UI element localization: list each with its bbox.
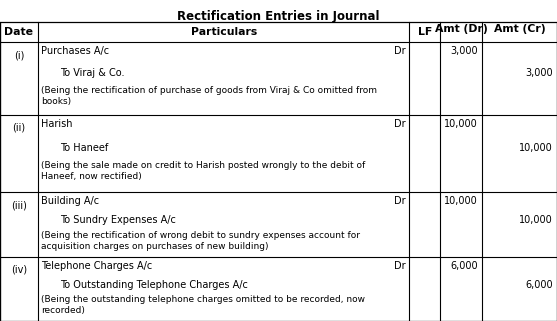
- Text: 10,000: 10,000: [519, 215, 553, 225]
- Text: (Being the rectification of wrong debit to sundry expenses account for
acquisiti: (Being the rectification of wrong debit …: [41, 231, 360, 251]
- Text: LF: LF: [418, 27, 432, 37]
- Text: (Being the outstanding telephone charges omitted to be recorded, now
recorded): (Being the outstanding telephone charges…: [41, 295, 365, 316]
- Text: 6,000: 6,000: [525, 280, 553, 290]
- Text: (iv): (iv): [11, 265, 27, 275]
- Text: 6,000: 6,000: [450, 261, 478, 271]
- Text: To Sundry Expenses A/c: To Sundry Expenses A/c: [60, 215, 176, 225]
- Text: Dr: Dr: [394, 196, 405, 206]
- Text: (ii): (ii): [12, 123, 26, 133]
- Text: (i): (i): [14, 50, 24, 60]
- Text: Amt (Cr): Amt (Cr): [494, 24, 545, 34]
- Text: Purchases A/c: Purchases A/c: [41, 46, 109, 56]
- Text: To Outstanding Telephone Charges A/c: To Outstanding Telephone Charges A/c: [60, 280, 248, 290]
- Text: Telephone Charges A/c: Telephone Charges A/c: [41, 261, 152, 271]
- Text: Rectification Entries in Journal: Rectification Entries in Journal: [177, 10, 380, 23]
- Text: (Being the rectification of purchase of goods from Viraj & Co omitted from
books: (Being the rectification of purchase of …: [41, 86, 377, 106]
- Text: (Being the sale made on credit to Harish posted wrongly to the debit of
Haneef, : (Being the sale made on credit to Harish…: [41, 161, 365, 181]
- Text: 10,000: 10,000: [519, 143, 553, 153]
- Text: (iii): (iii): [11, 200, 27, 210]
- Text: Harish: Harish: [41, 119, 72, 129]
- Text: Particulars: Particulars: [190, 27, 257, 37]
- Text: Building A/c: Building A/c: [41, 196, 99, 206]
- Text: Amt (Dr): Amt (Dr): [434, 24, 487, 34]
- Text: 3,000: 3,000: [525, 68, 553, 78]
- Text: Dr: Dr: [394, 46, 405, 56]
- Text: Dr: Dr: [394, 261, 405, 271]
- Text: To Viraj & Co.: To Viraj & Co.: [60, 68, 124, 78]
- Text: Date: Date: [4, 27, 33, 37]
- Text: 10,000: 10,000: [444, 119, 478, 129]
- Text: Dr: Dr: [394, 119, 405, 129]
- Text: To Haneef: To Haneef: [60, 143, 108, 153]
- Text: 3,000: 3,000: [450, 46, 478, 56]
- Text: 10,000: 10,000: [444, 196, 478, 206]
